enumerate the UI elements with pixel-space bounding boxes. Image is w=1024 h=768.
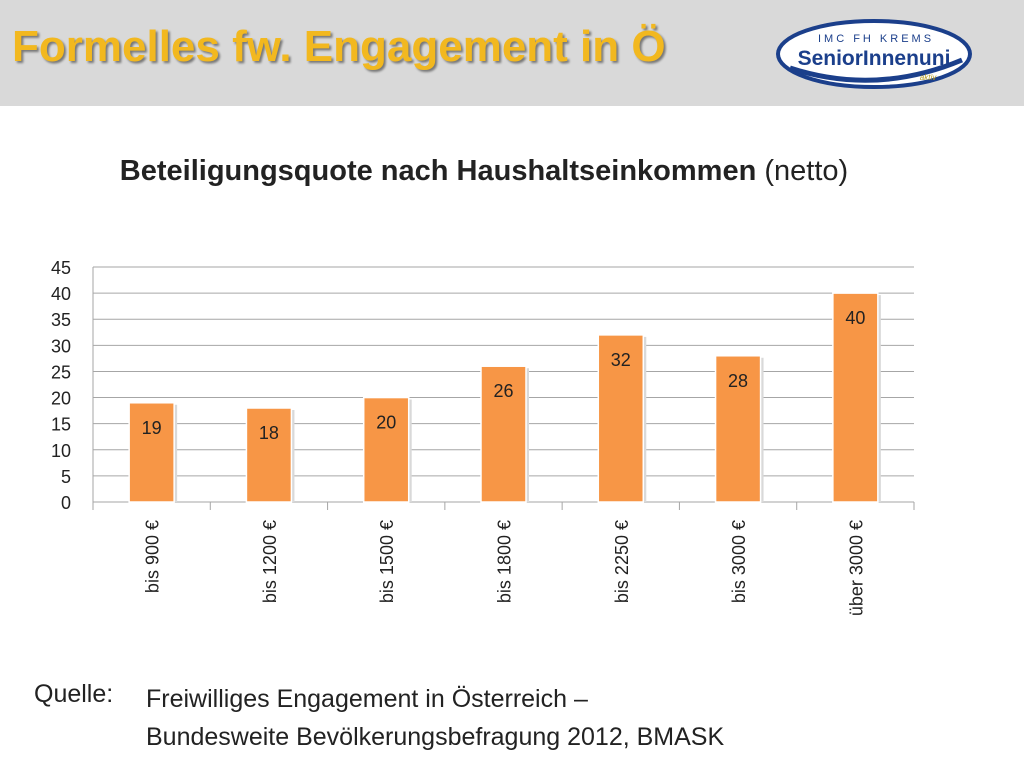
y-tick-label: 25 bbox=[51, 362, 71, 382]
y-tick-label: 30 bbox=[51, 336, 71, 356]
logo-main-text: SeniorInnenuni bbox=[798, 47, 951, 70]
y-tick-label: 0 bbox=[61, 493, 71, 513]
bar bbox=[128, 402, 175, 503]
y-tick-label: 20 bbox=[51, 389, 71, 409]
source-line-1: Freiwilliges Engagement in Österreich – bbox=[146, 685, 588, 713]
data-label: 20 bbox=[376, 413, 396, 433]
x-tick-label: bis 1500 € bbox=[377, 520, 397, 603]
bar bbox=[480, 365, 527, 503]
source-text: Freiwilliges Engagement in Österreich – … bbox=[146, 680, 724, 756]
chart-title: Beteiligungsquote nach Haushaltseinkomme… bbox=[0, 152, 968, 190]
data-label: 18 bbox=[259, 423, 279, 443]
bar-chart: 0 5 10 15 20 25 30 35 40 45 19 bis 900 € 18 bis 1200 … bbox=[51, 258, 915, 616]
data-label: 40 bbox=[845, 308, 865, 328]
x-tick-label: über 3000 € bbox=[846, 520, 866, 616]
chart-title-normal: (netto) bbox=[764, 155, 849, 187]
x-tick-label: bis 1800 € bbox=[495, 520, 515, 603]
bar bbox=[597, 334, 645, 503]
bar bbox=[245, 407, 293, 503]
source-line-2: Bundesweite Bevölkerungsbefragung 2012, … bbox=[146, 723, 725, 751]
logo-sub-text: aktiv bbox=[920, 73, 937, 82]
source-label: Quelle: bbox=[34, 680, 114, 708]
x-tick-label: bis 2250 € bbox=[612, 520, 632, 603]
logo-top-text: IMC FH KREMS bbox=[818, 33, 934, 45]
data-label: 19 bbox=[142, 418, 162, 438]
chart-title-bold: Beteiligungsquote nach Haushaltseinkomme… bbox=[119, 155, 757, 187]
y-tick-label: 5 bbox=[61, 467, 71, 487]
bar bbox=[714, 355, 762, 503]
data-label: 28 bbox=[728, 371, 748, 391]
x-tick-label: bis 1200 € bbox=[260, 520, 280, 603]
data-label: 32 bbox=[611, 350, 631, 370]
data-label: 26 bbox=[493, 381, 513, 401]
slide-title: Formelles fw. Engagement in Ö bbox=[12, 22, 666, 71]
y-tick-label: 15 bbox=[51, 415, 71, 435]
x-tick-label: bis 900 € bbox=[143, 520, 163, 593]
bar bbox=[832, 292, 879, 503]
y-tick-label: 10 bbox=[51, 441, 71, 461]
y-tick-label: 40 bbox=[51, 284, 71, 304]
x-tick-label: bis 3000 € bbox=[729, 520, 749, 603]
bar bbox=[362, 396, 410, 503]
y-tick-label: 45 bbox=[51, 258, 71, 278]
y-tick-label: 35 bbox=[51, 310, 71, 330]
senior-innen-uni-logo: IMC FH KREMS SeniorInnenuni aktiv bbox=[776, 19, 972, 89]
